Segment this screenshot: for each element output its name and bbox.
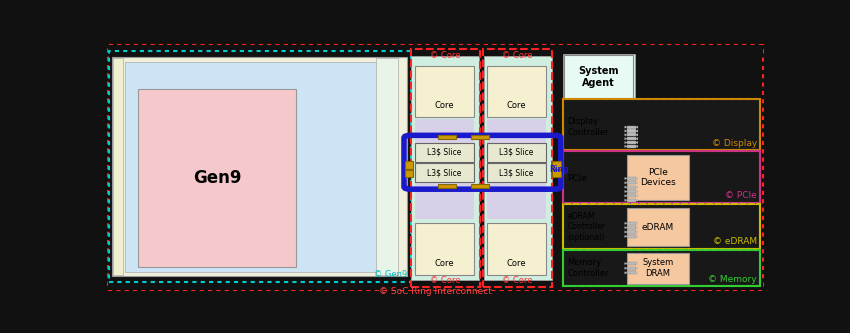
Bar: [552, 162, 561, 169]
Bar: [415, 120, 473, 168]
Bar: [484, 56, 552, 280]
Text: eDRAM
Controller
(optional): eDRAM Controller (optional): [568, 212, 605, 241]
Text: eDRAM: eDRAM: [642, 223, 674, 232]
Text: PCIe: PCIe: [568, 174, 587, 183]
Bar: [487, 163, 547, 182]
Bar: [626, 133, 636, 137]
Bar: [415, 223, 473, 275]
Text: © Core: © Core: [502, 276, 533, 285]
Bar: [415, 163, 473, 182]
Bar: [626, 253, 689, 284]
Text: Gen9: Gen9: [193, 169, 241, 187]
Text: © Memory: © Memory: [708, 274, 757, 284]
Bar: [626, 262, 636, 265]
Bar: [552, 170, 561, 177]
Bar: [563, 152, 761, 203]
Bar: [563, 152, 761, 203]
Text: © PCIe: © PCIe: [725, 191, 757, 200]
Bar: [626, 141, 636, 144]
Bar: [626, 230, 636, 233]
Bar: [626, 177, 636, 180]
Text: L3$ Slice: L3$ Slice: [500, 148, 534, 157]
Bar: [563, 99, 761, 150]
Bar: [626, 130, 636, 133]
Bar: [415, 143, 473, 162]
Text: Core: Core: [507, 102, 526, 111]
Text: Core: Core: [434, 102, 454, 111]
Text: © SoC Ring Interconnect: © SoC Ring Interconnect: [379, 287, 492, 296]
Bar: [563, 54, 635, 280]
Bar: [471, 135, 489, 139]
Bar: [626, 181, 636, 184]
Bar: [415, 66, 473, 117]
Text: Memory
Controller: Memory Controller: [568, 258, 609, 278]
Text: © eDRAM: © eDRAM: [713, 237, 757, 246]
Text: L3$ Slice: L3$ Slice: [500, 168, 534, 177]
Bar: [626, 190, 636, 193]
Text: Core: Core: [434, 259, 454, 268]
Text: Core: Core: [507, 259, 526, 268]
Bar: [411, 49, 479, 287]
Bar: [626, 126, 636, 129]
Bar: [626, 271, 636, 274]
Text: © Core: © Core: [430, 51, 461, 60]
Text: System
DRAM: System DRAM: [643, 258, 673, 278]
Bar: [626, 267, 636, 270]
Bar: [483, 49, 552, 287]
Bar: [487, 223, 547, 275]
Bar: [113, 58, 123, 275]
Bar: [438, 184, 456, 188]
Bar: [626, 226, 636, 229]
Bar: [626, 235, 636, 238]
Bar: [471, 184, 489, 188]
Bar: [563, 250, 761, 286]
Text: System
Agent: System Agent: [578, 66, 619, 88]
Bar: [626, 222, 636, 225]
Bar: [626, 137, 636, 140]
Bar: [626, 208, 689, 246]
Bar: [563, 99, 761, 150]
Bar: [487, 171, 547, 219]
Text: Ring: Ring: [549, 165, 569, 174]
Bar: [405, 170, 413, 177]
Bar: [563, 204, 761, 249]
Text: © Core: © Core: [430, 276, 461, 285]
Bar: [563, 204, 761, 249]
Bar: [109, 52, 411, 282]
Text: © Display: © Display: [711, 139, 757, 148]
Bar: [438, 135, 456, 139]
Bar: [405, 162, 413, 169]
Bar: [411, 56, 479, 280]
Bar: [108, 45, 763, 55]
Bar: [626, 199, 636, 202]
Bar: [626, 155, 689, 200]
Bar: [111, 57, 406, 276]
Bar: [125, 62, 382, 272]
Text: © Core: © Core: [502, 51, 533, 60]
Bar: [487, 120, 547, 168]
Text: Display
Controller: Display Controller: [568, 118, 609, 137]
Text: © Gen9: © Gen9: [374, 270, 407, 279]
Bar: [626, 194, 636, 197]
Bar: [108, 281, 763, 290]
Bar: [487, 66, 547, 117]
Bar: [564, 55, 633, 99]
Bar: [563, 250, 761, 286]
Bar: [626, 185, 636, 189]
Bar: [138, 89, 296, 267]
Bar: [415, 171, 473, 219]
Text: PCIe
Devices: PCIe Devices: [640, 168, 676, 187]
Text: L3$ Slice: L3$ Slice: [427, 148, 462, 157]
Text: L3$ Slice: L3$ Slice: [427, 168, 462, 177]
Bar: [377, 58, 398, 275]
Bar: [626, 145, 636, 148]
Bar: [487, 143, 547, 162]
